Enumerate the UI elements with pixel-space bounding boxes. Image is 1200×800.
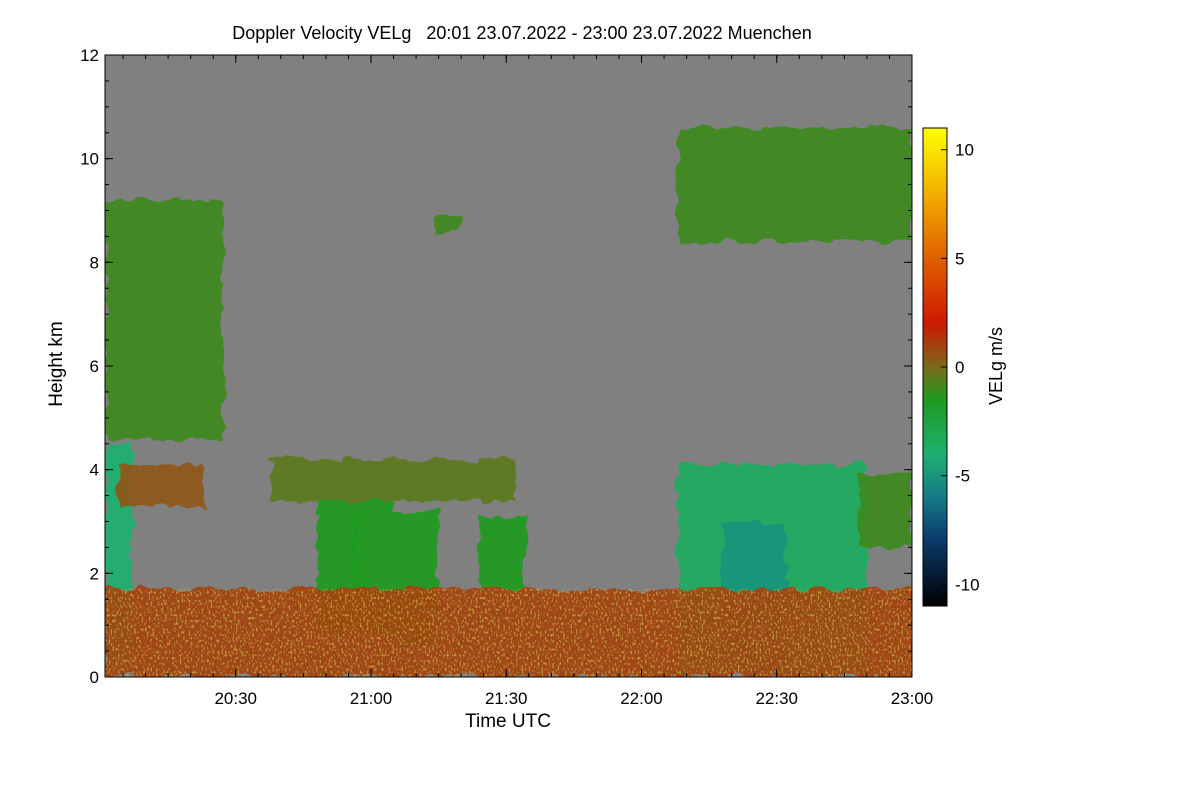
echo-region: late mid-level layer <box>857 474 912 548</box>
y-tick-label: 2 <box>90 564 99 583</box>
x-tick-label: 21:00 <box>350 689 393 708</box>
y-axis-label: Height km <box>46 321 67 407</box>
chart-title: Doppler Velocity VELg 20:01 23.07.2022 -… <box>232 23 811 43</box>
echo-region: early mid-level layer <box>118 464 205 506</box>
y-axis: 0 2 4 6 8 10 12 <box>80 46 912 687</box>
echo-layer: early cloud columnearly precipitation sh… <box>105 127 912 677</box>
plot-area: early cloud columnearly precipitation sh… <box>80 46 933 708</box>
echo-region: early cloud column <box>105 200 223 439</box>
x-axis-label: Time UTC <box>465 711 551 732</box>
colorbar-tick-label: -10 <box>955 575 980 594</box>
echo-region: upper cloud right <box>677 127 912 242</box>
colorbar-tick-label: 10 <box>955 141 974 160</box>
x-tick-label: 22:30 <box>755 689 798 708</box>
x-tick-label: 22:00 <box>620 689 663 708</box>
echo-region: fallstreak 4 <box>479 516 525 589</box>
y-tick-label: 0 <box>90 668 99 687</box>
echo-region: small upper patch <box>434 215 462 232</box>
colorbar-tick-label: -5 <box>955 467 970 486</box>
x-tick-label: 23:00 <box>891 689 934 708</box>
y-tick-label: 6 <box>90 357 99 376</box>
x-tick-label: 20:30 <box>214 689 257 708</box>
clutter-speckle <box>105 588 912 677</box>
colorbar-label: VELg m/s <box>986 327 1006 405</box>
colorbar-tick-label: 5 <box>955 249 964 268</box>
y-tick-label: 8 <box>90 253 99 272</box>
y-tick-label: 10 <box>80 150 99 169</box>
y-tick-label: 12 <box>80 46 99 65</box>
x-axis: 20:30 21:00 21:30 22:00 22:30 23:00 <box>122 55 934 708</box>
x-tick-label: 21:30 <box>485 689 528 708</box>
colorbar: 10 5 0 -5 -10 VELg m/s <box>922 127 1006 607</box>
y-tick-label: 4 <box>90 461 99 480</box>
echo-region: mid-level layer <box>271 459 516 501</box>
colorbar-ticks: 10 5 0 -5 -10 <box>941 141 980 594</box>
colorbar-tick-label: 0 <box>955 358 964 377</box>
